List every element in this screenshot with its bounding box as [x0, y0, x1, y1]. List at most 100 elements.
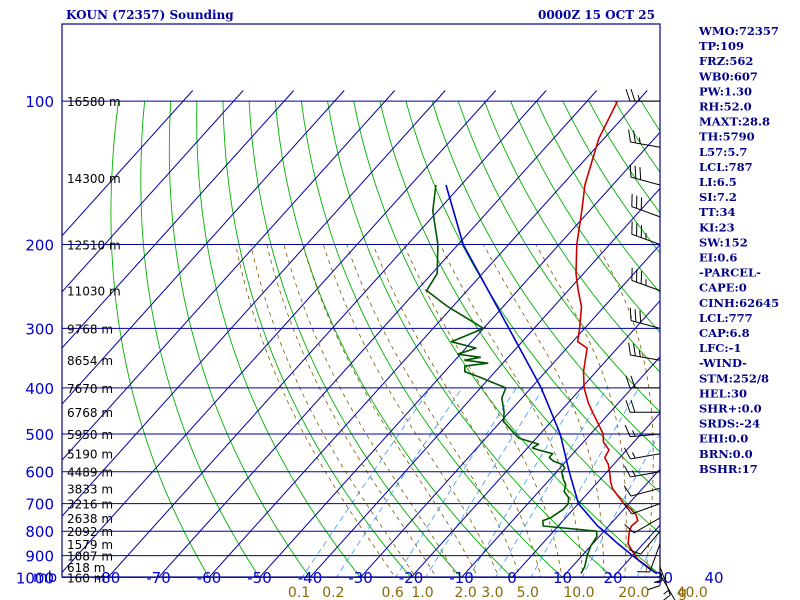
pressure-label: 700 [25, 496, 54, 514]
height-label: 618 m [67, 561, 105, 575]
temperature-tick-label: 10 [553, 569, 572, 587]
mixing-ratio-unit: g [678, 585, 687, 600]
moist-adiabat [322, 244, 500, 577]
wind-barb [659, 566, 671, 600]
mixing-ratio-line [581, 431, 660, 577]
stability-index: MAXT:28.8 [699, 115, 770, 129]
stability-index: PW:1.30 [699, 84, 752, 98]
pressure-label: 200 [25, 236, 54, 254]
stability-index: L57:5.7 [699, 145, 747, 159]
wind-barb [623, 447, 661, 460]
stability-index: SI:7.2 [699, 190, 737, 204]
y-unit-label: mb [33, 568, 57, 586]
isotherm [309, 187, 660, 577]
wind-barb [625, 375, 660, 389]
dry-adiabat [274, 101, 513, 577]
mixing-ratio-label: 20.0 [618, 585, 649, 600]
pressure-label: 300 [25, 320, 54, 338]
stability-index: BRN:0.0 [699, 447, 753, 461]
stability-index: WMO:72357 [698, 24, 779, 38]
mixing-ratio-label: 1.0 [411, 585, 433, 600]
stability-index: WB0:607 [698, 69, 758, 83]
moist-adiabat [266, 244, 437, 577]
sounding-profiles [425, 100, 658, 575]
wind-barb [628, 342, 661, 361]
dry-adiabat [746, 101, 800, 587]
moist-adiabat [403, 244, 563, 577]
pressure-axis-labels: 100 200 300 400 500 600 700 800 900 1000 [16, 93, 54, 587]
pressure-label: 800 [25, 523, 54, 541]
height-label: 3833 m [67, 482, 113, 496]
stability-index: SRDS:-24 [699, 417, 760, 431]
height-label: 11030 m [67, 285, 121, 299]
wind-barb [625, 400, 660, 413]
height-label: 5190 m [67, 448, 113, 462]
pressure-label: 100 [25, 93, 54, 111]
dry-adiabat [196, 101, 361, 577]
mixing-ratio-line [395, 387, 517, 577]
isotherm [158, 90, 598, 577]
mixing-ratio-line [425, 387, 544, 577]
height-label: 7670 m [67, 382, 113, 396]
wind-barb [628, 129, 661, 148]
stability-index: BSHR:17 [699, 462, 758, 476]
temperature-tick-label: 0 [507, 569, 517, 587]
isotherm [62, 90, 497, 574]
mixing-ratio-line [301, 387, 431, 577]
stability-index: LFC:-1 [699, 341, 741, 355]
dry-adiabat [483, 100, 660, 373]
moist-adiabat [596, 244, 654, 577]
wind-barb [623, 503, 661, 515]
temperature-tick-label: 20 [603, 569, 622, 587]
moist-adiabat [483, 244, 605, 577]
stability-index: EHI:0.0 [699, 432, 748, 446]
height-label: 6768 m [67, 406, 113, 420]
height-label: 5950 m [67, 428, 113, 442]
height-label: 1579 m [67, 538, 113, 552]
temperature-tick-label: -60 [197, 569, 222, 587]
moist-adiabat [235, 244, 396, 577]
stability-index: LCL:777 [699, 311, 753, 325]
dry-adiabat [353, 101, 660, 576]
stability-index: TP:109 [699, 39, 744, 53]
isotherm [259, 131, 660, 577]
mixing-ratio-label: 3.0 [481, 585, 503, 600]
mixing-ratio-label: 40.0 [677, 585, 708, 600]
moist-adiabat [664, 245, 687, 588]
temperature-profile [575, 100, 658, 575]
height-label: 8654 m [67, 354, 113, 368]
stability-index: TT:34 [699, 205, 736, 219]
temperature-tick-label: 40 [704, 569, 723, 587]
wind-barb [624, 424, 661, 438]
chart-title: KOUN (72357) Sounding [66, 8, 234, 22]
wind-barb [624, 517, 661, 534]
isotherm [62, 90, 295, 349]
dry-adiabat [536, 100, 660, 294]
isobar-lines [62, 100, 660, 578]
stability-index: TH:5790 [699, 130, 755, 144]
temperature-tick-label: -80 [96, 569, 121, 587]
height-label: 160 m [67, 571, 105, 585]
height-label: 9768 m [67, 322, 113, 336]
stability-index: EI:0.6 [699, 251, 737, 265]
mixing-ratio-label: 5.0 [517, 585, 539, 600]
dry-adiabat [222, 101, 412, 577]
temperature-tick-label: -50 [247, 569, 272, 587]
dry-adiabat [510, 100, 660, 334]
isotherm [62, 90, 446, 518]
mixing-ratio-label: 0.1 [288, 585, 310, 600]
isotherm [410, 299, 660, 577]
stability-index: CAPE:0 [699, 281, 747, 295]
height-label: 3216 m [67, 498, 113, 512]
stability-index: SHR+:0.0 [699, 402, 762, 416]
stability-index: LCL:787 [699, 160, 753, 174]
stability-index: HEL:30 [699, 386, 747, 400]
height-label: 14300 m [67, 172, 121, 186]
pressure-label: 500 [25, 426, 54, 444]
isotherm [62, 90, 244, 293]
isotherm [208, 90, 648, 577]
isotherm [107, 90, 547, 577]
stability-index: -WIND- [699, 356, 747, 370]
